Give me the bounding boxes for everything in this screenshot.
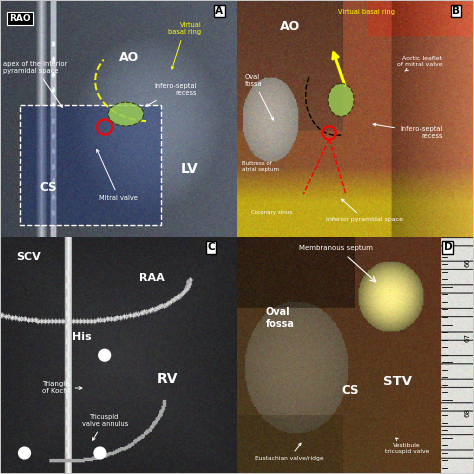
Text: CS: CS xyxy=(40,181,57,194)
Text: Virtual basal ring: Virtual basal ring xyxy=(338,9,395,15)
Text: Virtual
basal ring: Virtual basal ring xyxy=(168,22,201,69)
Text: RAO: RAO xyxy=(9,14,31,23)
Text: 67: 67 xyxy=(465,333,471,342)
Text: Mitral valve: Mitral valve xyxy=(97,149,138,201)
Text: His: His xyxy=(72,332,91,342)
Ellipse shape xyxy=(108,102,144,126)
Text: B: B xyxy=(452,6,460,16)
Text: RAA: RAA xyxy=(139,273,164,283)
Text: D: D xyxy=(444,242,452,252)
Text: Aortic leaflet
of mitral valve: Aortic leaflet of mitral valve xyxy=(397,56,442,71)
Text: Membranous septum: Membranous septum xyxy=(300,246,374,251)
Text: C: C xyxy=(207,242,215,252)
Text: STV: STV xyxy=(383,374,412,388)
Circle shape xyxy=(99,349,110,361)
Text: RV: RV xyxy=(156,373,178,386)
Text: Tricuspid
valve annulus: Tricuspid valve annulus xyxy=(82,414,128,440)
Text: AO: AO xyxy=(280,20,300,33)
Ellipse shape xyxy=(328,83,354,117)
Text: Infero-septal
recess: Infero-septal recess xyxy=(146,83,197,106)
Text: 68: 68 xyxy=(465,409,471,418)
Bar xyxy=(20,105,161,225)
Text: Buttress of
atrial septum: Buttress of atrial septum xyxy=(242,161,279,172)
Text: CS: CS xyxy=(341,384,358,397)
Text: Oval
fossa: Oval fossa xyxy=(265,307,294,329)
Text: apex of the inferior
pyramidal space: apex of the inferior pyramidal space xyxy=(3,61,68,107)
Text: Inferior pyramidal space: Inferior pyramidal space xyxy=(326,199,403,222)
Text: Eustachian valve/ridge: Eustachian valve/ridge xyxy=(255,443,324,461)
Text: AO: AO xyxy=(119,51,139,64)
Text: 66: 66 xyxy=(465,258,471,267)
Text: Triangle
of Koch: Triangle of Koch xyxy=(42,381,82,394)
Text: Infero-septal
recess: Infero-septal recess xyxy=(373,123,442,139)
Text: Coronary sinus: Coronary sinus xyxy=(252,210,292,215)
Text: LV: LV xyxy=(181,162,199,176)
Circle shape xyxy=(18,447,30,459)
Text: Oval
fossa: Oval fossa xyxy=(245,74,273,120)
Circle shape xyxy=(94,447,106,459)
Text: SCV: SCV xyxy=(16,252,41,262)
Text: Vestibule
tricuspid valve: Vestibule tricuspid valve xyxy=(385,438,429,454)
Text: A: A xyxy=(216,6,223,16)
